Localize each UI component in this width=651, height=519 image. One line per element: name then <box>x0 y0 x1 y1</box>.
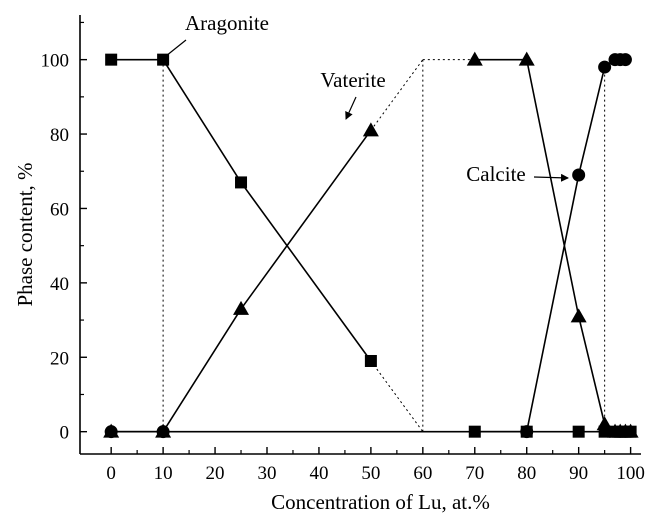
aragonite-point <box>364 354 377 367</box>
x-tick-label: 10 <box>154 463 173 484</box>
dotted-guide-lines <box>162 59 606 432</box>
calcite-point <box>156 425 170 439</box>
aragonite-pointer <box>165 39 187 57</box>
x-tick-label: 40 <box>309 463 328 484</box>
plot-frame <box>79 15 641 455</box>
axis-ticks: 0 10 20 30 40 50 60 70 80 90 100 0 20 40 60 80 100 <box>41 21 645 484</box>
calcite-pointer <box>533 173 569 182</box>
y-tick-label: 0 <box>60 423 70 444</box>
y-tick-label: 100 <box>41 51 70 72</box>
vaterite-point <box>518 51 535 66</box>
x-tick-label: 90 <box>569 463 588 484</box>
y-tick-label: 40 <box>50 274 69 295</box>
calcite-label: Calcite <box>466 162 525 186</box>
y-tick-label: 80 <box>50 125 69 146</box>
aragonite-point <box>157 53 170 66</box>
calcite-point <box>104 425 118 439</box>
x-tick-label: 100 <box>616 463 645 484</box>
aragonite-point <box>572 425 585 438</box>
x-tick-label: 50 <box>361 463 380 484</box>
series-markers <box>103 51 639 439</box>
aragonite-point <box>468 425 481 438</box>
series-lines <box>111 58 631 433</box>
aragonite-point <box>105 53 118 66</box>
calcite-point <box>572 168 586 182</box>
x-axis-label: Concentration of Lu, at.% <box>271 490 490 514</box>
calcite-point <box>618 53 632 67</box>
aragonite-point <box>235 176 248 189</box>
x-tick-label: 20 <box>206 463 225 484</box>
y-axis-label: Phase content, % <box>13 162 37 306</box>
x-tick-label: 30 <box>258 463 277 484</box>
calcite-point <box>598 60 612 74</box>
vaterite-pointer <box>345 96 357 120</box>
vaterite-point <box>596 416 613 431</box>
x-tick-label: 60 <box>413 463 432 484</box>
vaterite-label: Vaterite <box>320 68 385 92</box>
y-tick-label: 60 <box>50 199 69 220</box>
x-tick-label: 0 <box>106 463 116 484</box>
vaterite-line <box>474 58 631 433</box>
annotations: Aragonite Vaterite Calcite <box>165 11 569 186</box>
vaterite-point <box>622 423 639 438</box>
calcite-point <box>520 425 534 439</box>
y-tick-label: 20 <box>50 348 69 369</box>
vaterite-point <box>466 51 483 66</box>
calcite-line <box>111 58 626 433</box>
x-tick-label: 70 <box>465 463 484 484</box>
vaterite-point <box>233 300 250 315</box>
aragonite-label: Aragonite <box>185 11 269 35</box>
x-tick-label: 80 <box>517 463 536 484</box>
dotted-guide-line <box>370 360 424 432</box>
vaterite-point <box>570 308 587 323</box>
vaterite-line <box>111 129 372 433</box>
aragonite-line <box>111 58 372 362</box>
vaterite-point <box>362 122 379 137</box>
